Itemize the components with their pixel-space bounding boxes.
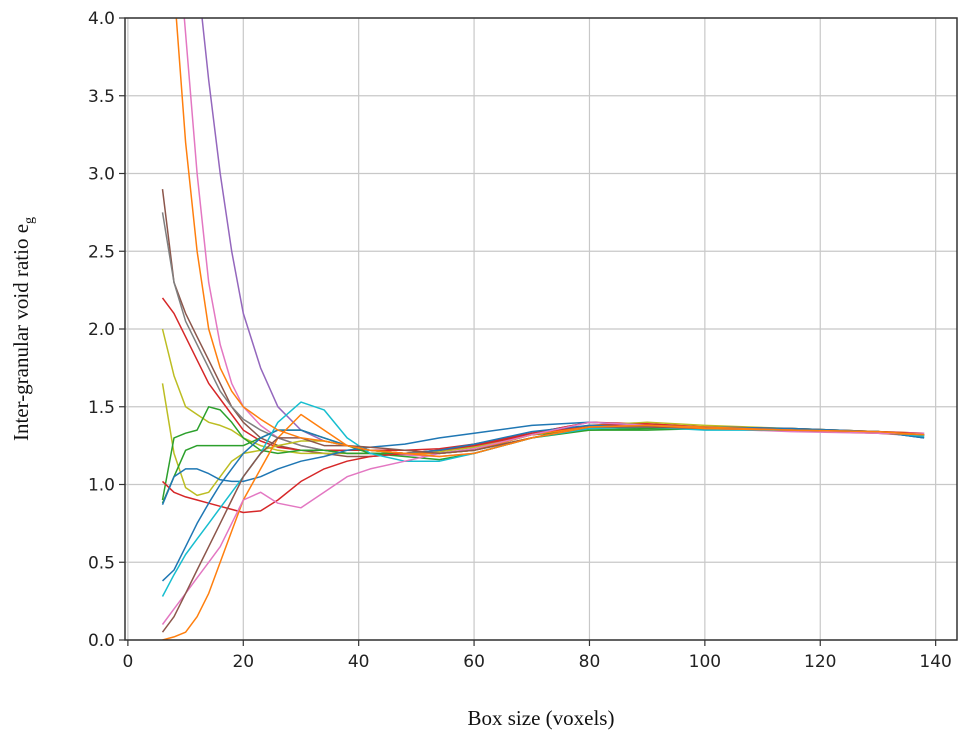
series-line	[201, 18, 925, 455]
y-tick-label: 4.0	[88, 9, 115, 29]
series-line	[161, 406, 925, 501]
x-tick-label: 40	[348, 652, 370, 672]
x-tick-label: 100	[689, 652, 721, 672]
y-axis-label-subscript: g	[22, 217, 37, 224]
series-line	[161, 423, 925, 514]
y-tick-label: 0.5	[88, 553, 115, 573]
series-line	[161, 426, 925, 633]
x-axis-label: Box size (voxels)	[468, 706, 615, 730]
y-tick-label: 3.0	[88, 165, 115, 185]
y-axis-label-main: Inter-granular void ratio e	[9, 224, 33, 441]
y-tick-label: 1.0	[88, 476, 115, 496]
x-tick-label: 0	[122, 652, 133, 672]
series-line	[161, 189, 925, 458]
x-tick-label: 60	[463, 652, 485, 672]
y-tick-label: 2.5	[88, 242, 115, 262]
series-line	[175, 18, 925, 458]
y-tick-label: 1.5	[88, 398, 115, 418]
ticks: 0 20 40 60 80 100 120 140 0.0 0.5 1.0 1.5 2.0 2.5 3.0 3…	[88, 9, 952, 672]
grid	[125, 17, 957, 641]
series-line	[183, 18, 925, 458]
series-line	[161, 212, 925, 455]
x-tick-label: 140	[919, 652, 951, 672]
lines	[161, 18, 925, 640]
y-axis-label: Inter-granular void ratio eg	[9, 217, 37, 441]
x-tick-label: 20	[232, 652, 254, 672]
y-tick-label: 3.5	[88, 87, 115, 107]
x-tick-label: 120	[804, 652, 836, 672]
x-tick-label: 80	[579, 652, 601, 672]
y-tick-label: 2.0	[88, 320, 115, 340]
series-line	[162, 413, 925, 640]
y-tick-label: 0.0	[88, 631, 115, 651]
series-line	[161, 297, 925, 452]
